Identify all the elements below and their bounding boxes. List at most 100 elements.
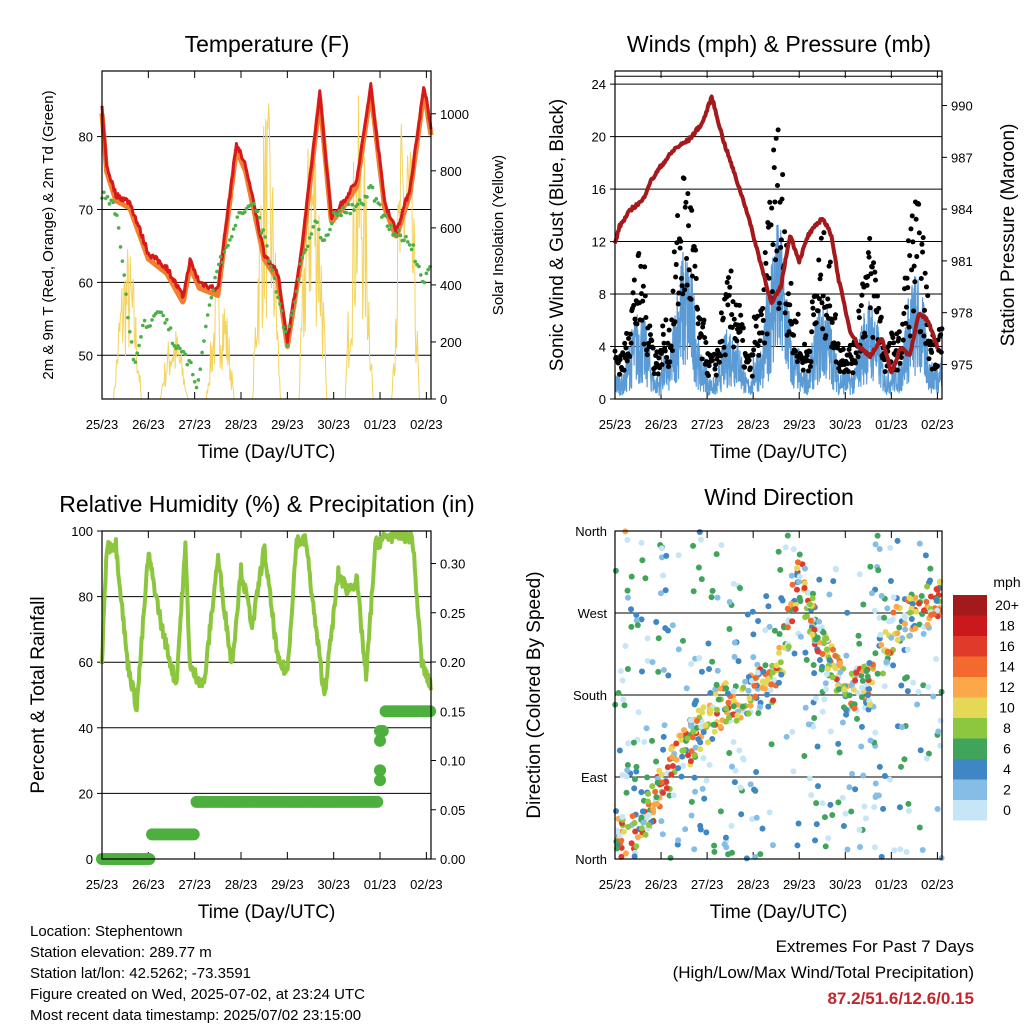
dewpoint-point xyxy=(261,228,266,232)
direction-point xyxy=(690,542,697,549)
direction-point xyxy=(776,644,783,651)
gust-point xyxy=(772,199,778,205)
gust-point xyxy=(692,263,698,269)
direction-point xyxy=(816,657,823,664)
gust-point xyxy=(695,306,701,312)
direction-point xyxy=(695,564,702,571)
gust-point xyxy=(630,290,636,296)
y-tick-label: 60 xyxy=(79,275,93,290)
gust-point xyxy=(850,370,856,376)
plot-frame xyxy=(614,530,943,860)
direction-point xyxy=(858,743,865,750)
gust-point xyxy=(864,282,870,288)
dewpoint-point xyxy=(413,259,418,264)
direction-point xyxy=(663,778,670,785)
gust-point xyxy=(867,305,873,311)
gust-point xyxy=(927,338,933,344)
dewpoint-point xyxy=(203,324,208,329)
direction-point xyxy=(669,622,676,629)
y-tick-label: 12 xyxy=(592,235,606,250)
gust-point xyxy=(724,279,730,285)
direction-point xyxy=(612,567,619,574)
direction-point xyxy=(660,733,667,740)
gust-point xyxy=(916,201,922,207)
gust-point xyxy=(727,284,733,290)
direction-point xyxy=(714,594,721,601)
y-axis-label: Sonic Wind & Gust (Blue, Black) xyxy=(547,99,568,371)
gust-point xyxy=(675,213,681,219)
direction-point xyxy=(888,634,895,641)
direction-point xyxy=(639,808,646,815)
gust-point xyxy=(920,249,926,255)
direction-point xyxy=(779,597,786,604)
x-tick-label: 29/23 xyxy=(783,877,816,892)
direction-point xyxy=(921,607,928,614)
y-tick-label: 0 xyxy=(86,852,93,867)
legend-label: 0 xyxy=(1003,802,1011,818)
direction-point xyxy=(858,723,865,730)
direction-point xyxy=(775,548,782,555)
gust-point xyxy=(874,293,880,299)
direction-point xyxy=(930,693,937,700)
direction-point xyxy=(616,832,623,839)
y-right-tick-label: 0.30 xyxy=(440,557,465,572)
gust-point xyxy=(907,333,913,339)
direction-point xyxy=(881,683,888,690)
dewpoint-point xyxy=(209,295,214,300)
x-tick-label: 30/23 xyxy=(829,877,862,892)
direction-point xyxy=(688,798,695,805)
dewpoint-point xyxy=(135,351,140,355)
dewpoint-point xyxy=(176,344,180,348)
dewpoint-point xyxy=(337,209,342,213)
chart-title: Relative Humidity (%) & Precipitation (i… xyxy=(59,491,474,517)
direction-point xyxy=(713,681,720,688)
direction-point xyxy=(793,586,800,593)
dewpoint-point xyxy=(385,224,390,228)
direction-point xyxy=(731,639,738,646)
direction-point xyxy=(840,823,847,830)
y-tick-label: North xyxy=(575,852,607,867)
gust-point xyxy=(725,275,731,281)
direction-point xyxy=(783,733,790,740)
gust-point xyxy=(791,332,797,338)
legend-swatch xyxy=(953,636,987,657)
direction-point xyxy=(640,819,647,826)
gust-point xyxy=(907,253,913,259)
dewpoint-point xyxy=(168,326,173,330)
extremes-subtitle: (High/Low/Max Wind/Total Precipitation) xyxy=(672,963,974,982)
dewpoint-point xyxy=(189,360,193,365)
direction-point xyxy=(645,822,652,829)
direction-point xyxy=(718,541,725,548)
direction-point xyxy=(707,689,714,696)
direction-point xyxy=(653,794,660,801)
dewpoint-point xyxy=(213,275,217,280)
direction-point xyxy=(721,841,728,848)
dewpoint-point xyxy=(335,213,340,217)
gust-point xyxy=(882,369,888,375)
direction-point xyxy=(857,843,864,850)
gust-point xyxy=(762,340,768,346)
gust-point xyxy=(693,276,699,282)
dewpoint-point xyxy=(419,273,423,277)
direction-point xyxy=(819,708,826,715)
direction-point xyxy=(753,769,760,776)
y-right-tick-label: 981 xyxy=(951,254,973,269)
x-tick-label: 25/23 xyxy=(599,877,632,892)
gust-point xyxy=(820,293,826,299)
legend-swatch xyxy=(953,738,987,759)
plot-frame xyxy=(101,70,432,400)
dewpoint-point xyxy=(226,243,230,248)
direction-point xyxy=(844,609,851,616)
direction-point xyxy=(619,813,626,820)
direction-point xyxy=(916,600,923,607)
y-tick-label: 40 xyxy=(79,721,93,736)
direction-point xyxy=(797,598,804,605)
dewpoint-point xyxy=(161,313,165,318)
direction-point xyxy=(633,843,640,850)
direction-point xyxy=(659,831,666,838)
dewpoint-point xyxy=(318,235,323,240)
dewpoint-point xyxy=(394,234,399,238)
direction-point xyxy=(767,687,774,694)
direction-point xyxy=(803,656,810,663)
direction-point xyxy=(662,587,669,594)
